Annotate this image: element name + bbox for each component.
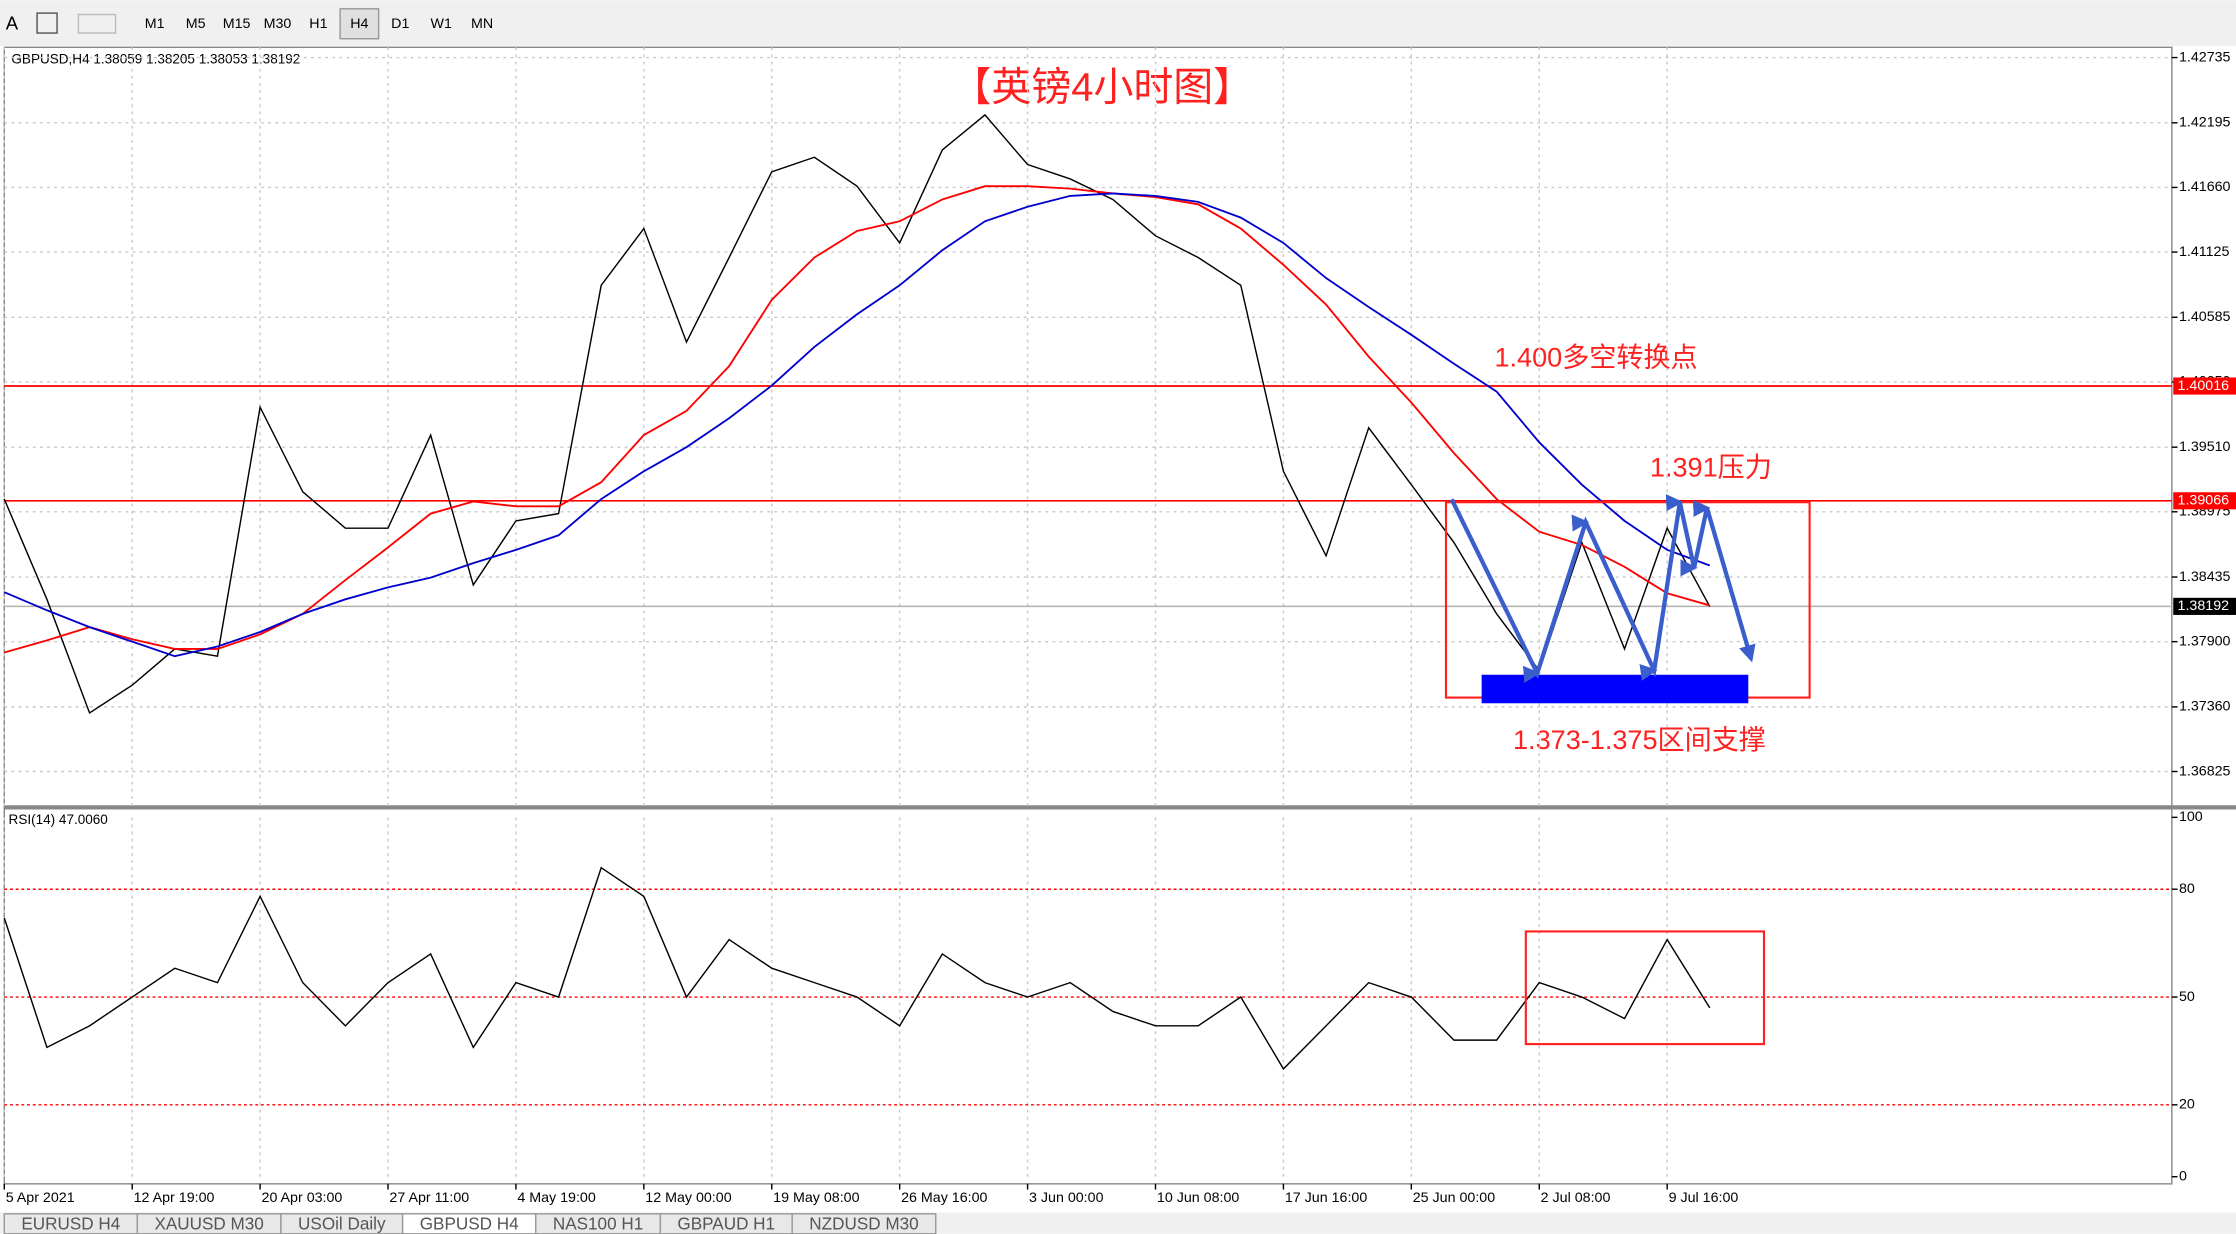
y-tick-label: 80 bbox=[2179, 881, 2195, 897]
level-label-box bbox=[2173, 492, 2236, 510]
y-tick-label: 1.40585 bbox=[2179, 309, 2231, 325]
rsi-box bbox=[1524, 930, 1766, 1046]
level-label-box bbox=[2173, 377, 2236, 395]
arrow-tool[interactable] bbox=[77, 13, 117, 34]
timeframe-button[interactable]: W1 bbox=[431, 16, 452, 32]
y-tick-label: 20 bbox=[2179, 1097, 2195, 1113]
timeframe-button[interactable]: M1 bbox=[145, 16, 165, 32]
chart-window bbox=[0, 45, 2236, 1213]
timeframe-button[interactable]: D1 bbox=[391, 16, 409, 32]
rsi-title: RSI(14) 47.0060 bbox=[9, 812, 108, 827]
level-label: 1.40016 bbox=[2178, 378, 2230, 394]
y-tick-label: 100 bbox=[2179, 809, 2203, 825]
x-tick-label: 25 Jun 00:00 bbox=[1413, 1190, 1495, 1206]
chart-frame bbox=[3, 46, 2173, 1185]
annotation: 1.400多空转换点 bbox=[1494, 342, 1697, 373]
x-tick-label: 17 Jun 16:00 bbox=[1285, 1190, 1367, 1206]
chart-title: 【英镑4小时图】 bbox=[952, 66, 1254, 110]
timeframe-button[interactable]: M30 bbox=[264, 16, 292, 32]
bid-label-box bbox=[2173, 597, 2236, 615]
x-tick-label: 3 Jun 00:00 bbox=[1029, 1190, 1104, 1206]
bid-label: 1.38192 bbox=[2178, 598, 2230, 614]
y-tick-label: 1.41660 bbox=[2179, 179, 2231, 195]
x-tick-label: 20 Apr 03:00 bbox=[262, 1190, 343, 1206]
series-line bbox=[3, 113, 1711, 715]
x-tick-label: 9 Jul 16:00 bbox=[1669, 1190, 1739, 1206]
tab-label[interactable]: XAUUSD M30 bbox=[154, 1215, 263, 1234]
label-tool[interactable] bbox=[36, 12, 58, 34]
timeframe-button[interactable]: H1 bbox=[309, 16, 327, 32]
y-tick-label: 1.36825 bbox=[2179, 763, 2231, 779]
trend-arrows bbox=[1449, 494, 1756, 683]
timeframe-button[interactable]: M5 bbox=[186, 16, 206, 32]
level-label: 1.39066 bbox=[2178, 493, 2230, 509]
text-tool[interactable]: A bbox=[6, 12, 19, 33]
support-zone bbox=[1481, 674, 1749, 704]
y-tick-label: 1.41125 bbox=[2179, 244, 2230, 260]
x-tick-label: 26 May 16:00 bbox=[901, 1190, 987, 1206]
annotation: 1.373-1.375区间支撑 bbox=[1513, 724, 1766, 755]
toolbar bbox=[0, 0, 2236, 46]
y-tick-label: 0 bbox=[2179, 1168, 2187, 1184]
x-tick-label: 27 Apr 11:00 bbox=[389, 1190, 469, 1206]
series-line bbox=[3, 866, 1711, 1071]
tab-label[interactable]: GBPUSD H4 bbox=[420, 1215, 519, 1234]
annotation: 1.391压力 bbox=[1650, 452, 1772, 483]
active-button bbox=[339, 8, 380, 40]
x-tick-label: 4 May 19:00 bbox=[517, 1190, 595, 1206]
tab-label[interactable]: NAS100 H1 bbox=[553, 1215, 643, 1234]
y-tick-label: 1.37360 bbox=[2179, 699, 2231, 715]
x-tick-label: 5 Apr 2021 bbox=[6, 1190, 75, 1206]
x-tick-label: 10 Jun 08:00 bbox=[1157, 1190, 1239, 1206]
tab-label[interactable]: USOil Daily bbox=[298, 1215, 386, 1234]
x-tick-label: 19 May 08:00 bbox=[773, 1190, 859, 1206]
tab-label[interactable]: EURUSD H4 bbox=[21, 1215, 120, 1234]
x-tick-label: 12 May 00:00 bbox=[645, 1190, 731, 1206]
drawings bbox=[1444, 494, 1811, 1046]
y-tick-label: 50 bbox=[2179, 989, 2195, 1005]
y-tick-label: 1.42195 bbox=[2179, 115, 2231, 131]
y-tick-label: 1.39510 bbox=[2179, 439, 2231, 455]
timeframe-button[interactable]: H4 bbox=[350, 16, 368, 32]
y-tick-label: 1.37900 bbox=[2179, 633, 2231, 649]
x-tick-label: 2 Jul 08:00 bbox=[1541, 1190, 1611, 1206]
tab-label[interactable]: GBPAUD H1 bbox=[677, 1215, 775, 1234]
timeframe-button[interactable]: M15 bbox=[223, 16, 251, 32]
timeframe-button[interactable]: MN bbox=[471, 16, 493, 32]
series-line bbox=[3, 192, 1711, 658]
symbol-info: GBPUSD,H4 1.38059 1.38205 1.38053 1.3819… bbox=[11, 52, 300, 67]
y-tick-label: 1.38435 bbox=[2179, 569, 2231, 585]
tab-label[interactable]: NZDUSD M30 bbox=[809, 1215, 918, 1234]
x-tick-label: 12 Apr 19:00 bbox=[134, 1190, 215, 1206]
y-tick-label: 1.42735 bbox=[2179, 49, 2231, 65]
